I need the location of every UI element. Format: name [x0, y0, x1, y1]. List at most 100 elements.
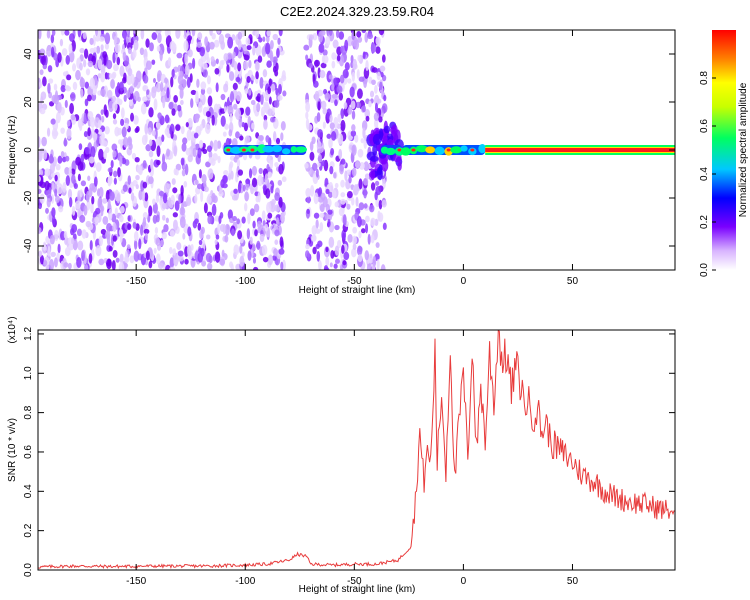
spectrogram-signal-blob	[450, 146, 463, 154]
spectrogram-noise-blob	[356, 88, 363, 99]
spectrogram-noise-blob	[135, 174, 140, 181]
spectrogram-noise-blob	[316, 148, 323, 154]
spectrogram-noise-blob	[363, 203, 368, 209]
spectrogram-noise-blob	[330, 147, 335, 156]
spectrogram-noise-blob	[378, 116, 383, 123]
spectrogram-noise-blob	[371, 67, 378, 73]
spectrogram-noise-blob	[397, 161, 402, 171]
spectrogram-noise-blob	[323, 88, 328, 95]
spectrogram-noise-blob	[147, 214, 151, 223]
spectrogram-noise-blob	[121, 157, 127, 165]
spectrogram-noise-blob	[323, 267, 330, 270]
spectrogram-noise-blob	[224, 123, 229, 130]
spectrogram-noise-blob	[349, 86, 355, 98]
spectrogram-x-axis-label: Height of straight line (km)	[299, 285, 416, 296]
spectrogram-noise-blob	[378, 164, 383, 175]
spectrogram-noise-blob	[87, 127, 91, 137]
spectrogram-noise-blob	[142, 160, 147, 169]
spectrogram-noise-blob	[223, 106, 227, 113]
spectrogram-noise-blob	[55, 111, 61, 124]
spectrogram-noise-blob	[142, 217, 147, 228]
spectrogram-noise-blob	[256, 102, 261, 113]
spectrogram-noise-blob	[322, 55, 329, 64]
spectrogram-noise-blob	[206, 195, 212, 204]
spectrogram-noise-blob	[132, 221, 137, 229]
spectrogram-noise-blob	[205, 161, 211, 168]
spectrogram-noise-blob	[62, 71, 68, 77]
spectrogram-noise-blob	[380, 264, 386, 270]
spectrogram-noise-blob	[305, 101, 311, 113]
spectrogram-noise-blob	[169, 246, 173, 255]
spectrogram-signal-blob	[271, 145, 283, 153]
spectrogram-noise-blob	[119, 65, 125, 77]
spectrogram-noise-blob	[274, 69, 279, 77]
spectrogram-noise-blob	[117, 127, 123, 136]
spectrogram-noise-blob	[42, 76, 47, 87]
spectrogram-noise-blob	[212, 153, 218, 161]
spectrogram-noise-blob	[217, 155, 221, 164]
spectrogram-noise-blob	[110, 160, 114, 169]
spectrogram-noise-blob	[38, 136, 41, 148]
spectrogram-y-axis: -40 -20 0 20 40	[23, 48, 675, 253]
spectrogram-noise-blob	[172, 187, 178, 194]
spectrogram-noise-blob	[80, 153, 85, 163]
spectrogram-noise-blob	[208, 157, 215, 164]
spectrogram-noise-blob	[108, 208, 113, 221]
spectrogram-noise-blob	[351, 110, 356, 120]
spectrogram-noise-blob	[87, 175, 91, 182]
spectrogram-noise-blob	[57, 52, 62, 63]
spectrogram-noise-blob	[326, 133, 332, 139]
spectrogram-noise-blob	[217, 223, 221, 234]
spectrogram-noise-blob	[100, 30, 105, 35]
spectrogram-noise-blob	[270, 185, 274, 194]
spectrogram-noise-blob	[67, 262, 72, 270]
spectrogram-signal-peak	[411, 148, 416, 152]
spectrogram-noise-blob	[279, 236, 284, 248]
spectrogram-noise-blob	[380, 71, 384, 78]
spectrogram-noise-blob	[148, 205, 153, 217]
spectrogram-noise-blob	[369, 90, 375, 98]
spectrogram-noise-blob	[241, 121, 246, 128]
spectrogram-noise-blob	[88, 253, 93, 264]
spectrogram-noise-blob	[38, 169, 44, 176]
spectrogram-noise-blob	[138, 189, 143, 201]
spectrogram-noise-blob	[233, 188, 238, 194]
spectrogram-noise-blob	[235, 91, 242, 102]
spectrogram-noise-blob	[308, 62, 314, 69]
spectrogram-noise-blob	[57, 243, 61, 254]
spectrogram-noise-blob	[104, 126, 110, 135]
spectrogram-noise-blob	[249, 236, 253, 245]
spectrogram-noise-blob	[169, 40, 176, 51]
spectrogram-noise-blob	[41, 136, 47, 147]
spectrogram-noise-blob	[222, 174, 228, 184]
spectrogram-noise-blob	[113, 177, 117, 185]
spectrogram-noise-blob	[139, 47, 145, 56]
spectrogram-noise-blob	[115, 257, 120, 263]
spectrogram-noise-blob	[100, 206, 104, 217]
spectrogram-noise-blob	[356, 30, 362, 38]
spectrogram-noise-blob	[340, 192, 346, 198]
spectrogram-noise-blob	[259, 77, 264, 89]
spectrogram-noise-blob	[158, 190, 165, 197]
spectrogram-noise-blob	[369, 204, 375, 213]
spectrogram-noise-blob	[161, 232, 167, 240]
spectrogram-noise-blob	[356, 215, 362, 228]
spectrogram-noise-blob	[166, 183, 172, 189]
spectrogram-noise-blob	[98, 258, 105, 266]
spectrogram-noise-blob	[314, 59, 320, 67]
spectrogram-noise-blob	[351, 71, 356, 82]
spectrogram-noise-blob	[112, 222, 117, 233]
spectrogram-noise-blob	[383, 94, 387, 102]
spectrogram-noise-blob	[145, 144, 152, 152]
spectrogram-noise-blob	[184, 163, 189, 176]
spectrogram-noise-blob	[190, 89, 197, 96]
snr-frame	[37, 329, 676, 571]
spectrogram-noise-blob	[161, 134, 165, 142]
spectrogram-noise-blob	[306, 208, 310, 215]
spectrogram-noise-blob	[116, 193, 121, 204]
spectrogram-noise-blob	[237, 31, 243, 40]
spectrogram-noise-blob	[379, 65, 386, 72]
spectrogram-noise-blob	[203, 202, 208, 214]
spectrogram-noise-blob	[233, 60, 238, 71]
spectrogram-noise-blob	[118, 261, 125, 270]
